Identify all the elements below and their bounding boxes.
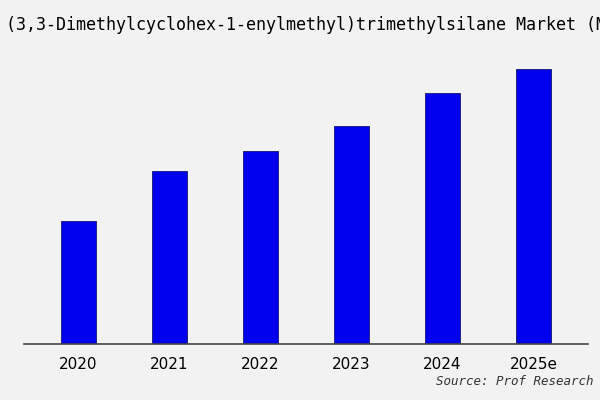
- Text: (3,3-Dimethylcyclohex-1-enylmethyl)trimethylsilane Market (Million: (3,3-Dimethylcyclohex-1-enylmethyl)trime…: [6, 16, 600, 34]
- Bar: [425, 93, 460, 344]
- Bar: [152, 171, 187, 344]
- Bar: [61, 221, 96, 344]
- Bar: [334, 126, 369, 344]
- Bar: [516, 68, 551, 344]
- Bar: [243, 151, 278, 344]
- Text: Source: Prof Research: Source: Prof Research: [437, 375, 594, 388]
